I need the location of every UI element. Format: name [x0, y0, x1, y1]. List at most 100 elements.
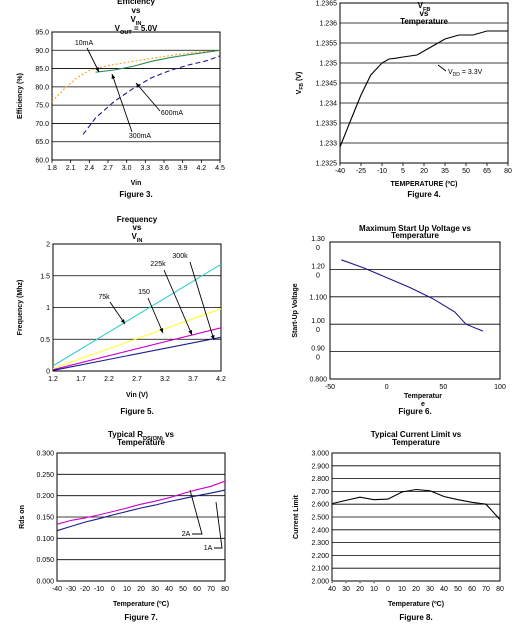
fig7-ytick-label: 0.150: [36, 515, 54, 522]
fig6-ytick-label: 1.00: [311, 318, 325, 325]
fig3-title-line: VIN: [131, 15, 142, 27]
fig3-xtick-label: 2.7: [103, 165, 113, 172]
fig6-ytick-label: 1.100: [309, 294, 327, 301]
fig3-arrow-300ma: [111, 73, 133, 133]
fig7-xtick-label: 10: [123, 586, 131, 593]
fig7-xtick-label: -20: [80, 586, 90, 593]
fig5-arrow-150-head: [159, 328, 163, 333]
fig3-xtick-label: 1.8: [47, 165, 57, 172]
fig7-xtick-label: 80: [221, 586, 229, 593]
fig6-title-line: Temperature: [391, 231, 439, 240]
fig6-xtick-label: 100: [494, 384, 506, 391]
fig3-ytick-label: 70.0: [35, 121, 49, 128]
fig5-annotation-225k: 225k: [150, 261, 166, 268]
fig4-xtick-label: -10: [377, 168, 387, 175]
fig3-xtick-label: 4.5: [215, 165, 225, 172]
fig5-xtick-label: 3.7: [188, 376, 198, 383]
fig8-ytick-label: 2.200: [311, 553, 329, 560]
fig8-ytick-label: 2.100: [311, 566, 329, 573]
fig3-annotation-600ma: 600mA: [161, 110, 184, 117]
fig7-xtick-label: 60: [193, 586, 201, 593]
fig3-xtick-label: 4.2: [196, 165, 206, 172]
fig6-ytick-label-suffix: 0: [316, 272, 320, 279]
fig8-ytick-label: 3.000: [311, 451, 329, 458]
fig5-arrow-225k-head: [188, 330, 192, 335]
fig7-annotation-2a: 2A: [182, 531, 191, 538]
fig6-series-0-line: [341, 259, 484, 332]
fig5-xtick-label: 2.7: [132, 376, 142, 383]
fig7-title-line: Typical RDS(ON) vs: [108, 430, 175, 442]
fig7-ytick-label: 0.200: [36, 493, 54, 500]
fig5-annotation-75k: 75k: [98, 294, 110, 301]
fig4-ytick-label: 1.234: [319, 101, 337, 108]
fig7-series-2a-line: [56, 480, 226, 525]
fig7-xtick-label: 50: [179, 586, 187, 593]
fig3-ytick-label: 85.0: [35, 66, 49, 73]
fig8-series-0-line: [331, 488, 501, 520]
fig3-ytick-label: 80.0: [35, 84, 49, 91]
fig5-ytick-label: 0: [46, 369, 50, 376]
fig5-ylabel: Frequency (Mhz): [17, 280, 24, 336]
fig8-xtick-sign: -: [359, 580, 362, 587]
fig3-title-line: Efficiency: [117, 0, 155, 6]
fig4-ytick-label: 1.2345: [316, 81, 338, 88]
fig4-ytick-label: 1.233: [319, 141, 337, 148]
fig3-title-line: vs: [132, 6, 141, 15]
fig4-ytick-label: 1.2335: [316, 121, 338, 128]
fig7-xtick-label: -10: [94, 586, 104, 593]
fig3-plot-frame: [51, 31, 221, 161]
fig6-ytick-label-suffix: 0: [316, 355, 320, 362]
fig4-title-line: vs: [420, 9, 429, 18]
fig3-xlabel: Vin: [131, 180, 142, 187]
fig4-xtick-label: 5: [401, 168, 405, 175]
fig4-xtick-label: 65: [483, 168, 491, 175]
fig8-xtick-sign: -: [373, 580, 376, 587]
fig3-ytick-label: 75.0: [35, 103, 49, 110]
fig4-xtick-label: 20: [420, 168, 428, 175]
fig7-figure-label: Figure 7.: [124, 613, 157, 622]
fig8-ytick-label: 2.400: [311, 527, 329, 534]
fig8-figure-label: Figure 8.: [399, 613, 432, 622]
fig5-xtick-label: 3.2: [160, 376, 170, 383]
fig5-title-line: VIN: [132, 232, 143, 244]
fig8-xtick-label: 30: [426, 586, 434, 593]
fig8-ytick-label: 2.500: [311, 515, 329, 522]
fig8-ytick-label: 2.300: [311, 540, 329, 547]
fig6-ytick-label: 1.20: [311, 263, 325, 270]
fig8-ytick-label: 2.000: [311, 579, 329, 586]
fig3-xtick-label: 3.6: [159, 165, 169, 172]
fig7-xtick-label: 40: [165, 586, 173, 593]
fig4-figure-label: Figure 4.: [407, 190, 440, 199]
fig5-series-150-line: [52, 308, 222, 370]
fig5-arrow-300k-head: [210, 335, 215, 340]
fig4-xtick-label: 35: [441, 168, 449, 175]
fig6-xlabel: Temperatur: [404, 393, 442, 400]
fig3-arrow-600ma: [135, 82, 161, 112]
fig5-xtick-label: 2.2: [104, 376, 114, 383]
fig6-xtick-label: -50: [325, 384, 335, 391]
fig8-ylabel: Current Limit: [293, 494, 300, 539]
fig7-ytick-label: 0.050: [36, 557, 54, 564]
fig3-ytick-label: 60.0: [35, 158, 49, 165]
fig4-ytick-label: 1.2355: [316, 41, 338, 48]
fig7-ytick-label: 0.300: [36, 451, 54, 458]
fig6-xtick-label: 50: [439, 384, 447, 391]
fig4-title-line: VFB: [418, 1, 431, 13]
fig7-xtick-label: -40: [52, 586, 62, 593]
fig3-series-300ma-line: [95, 49, 221, 73]
fig5-figure-label: Figure 5.: [120, 407, 153, 416]
fig4-ylabel: VFB (V): [296, 72, 305, 95]
fig7-xlabel: Temperature (ºC): [113, 601, 169, 608]
fig8-ytick-label: 2.700: [311, 489, 329, 496]
fig5-title-line: Frequency: [117, 215, 158, 224]
fig8-xtick-sign: -: [331, 580, 334, 587]
fig4-xtick-label: -40: [335, 168, 345, 175]
fig8-plot-frame: [331, 452, 501, 582]
fig8-xtick-sign: -: [345, 580, 348, 587]
fig5-arrow-150: [147, 297, 164, 334]
fig7-xtick-label: 30: [151, 586, 159, 593]
fig5-series-75k-line: [52, 263, 222, 367]
fig8-title-line: Typical Current Limit vs: [371, 430, 462, 439]
